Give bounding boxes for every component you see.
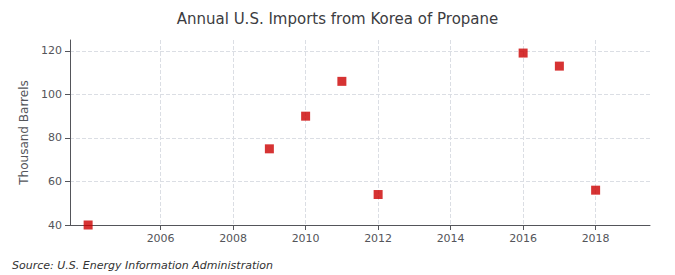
svg-text:80: 80 — [48, 131, 62, 144]
svg-text:100: 100 — [41, 88, 62, 101]
svg-text:60: 60 — [48, 175, 62, 188]
svg-text:Annual U.S. Imports from Korea: Annual U.S. Imports from Korea of Propan… — [177, 10, 499, 28]
svg-text:2006: 2006 — [147, 232, 175, 245]
svg-text:Source: U.S. Energy Informatio: Source: U.S. Energy Information Administ… — [12, 259, 273, 272]
svg-text:2014: 2014 — [437, 232, 465, 245]
svg-text:2010: 2010 — [292, 232, 320, 245]
svg-text:2016: 2016 — [509, 232, 537, 245]
svg-text:2018: 2018 — [582, 232, 610, 245]
svg-text:40: 40 — [48, 219, 62, 232]
svg-text:2012: 2012 — [364, 232, 392, 245]
svg-text:120: 120 — [41, 44, 62, 57]
svg-text:2008: 2008 — [219, 232, 247, 245]
svg-text:Thousand Barrels: Thousand Barrels — [17, 80, 31, 185]
